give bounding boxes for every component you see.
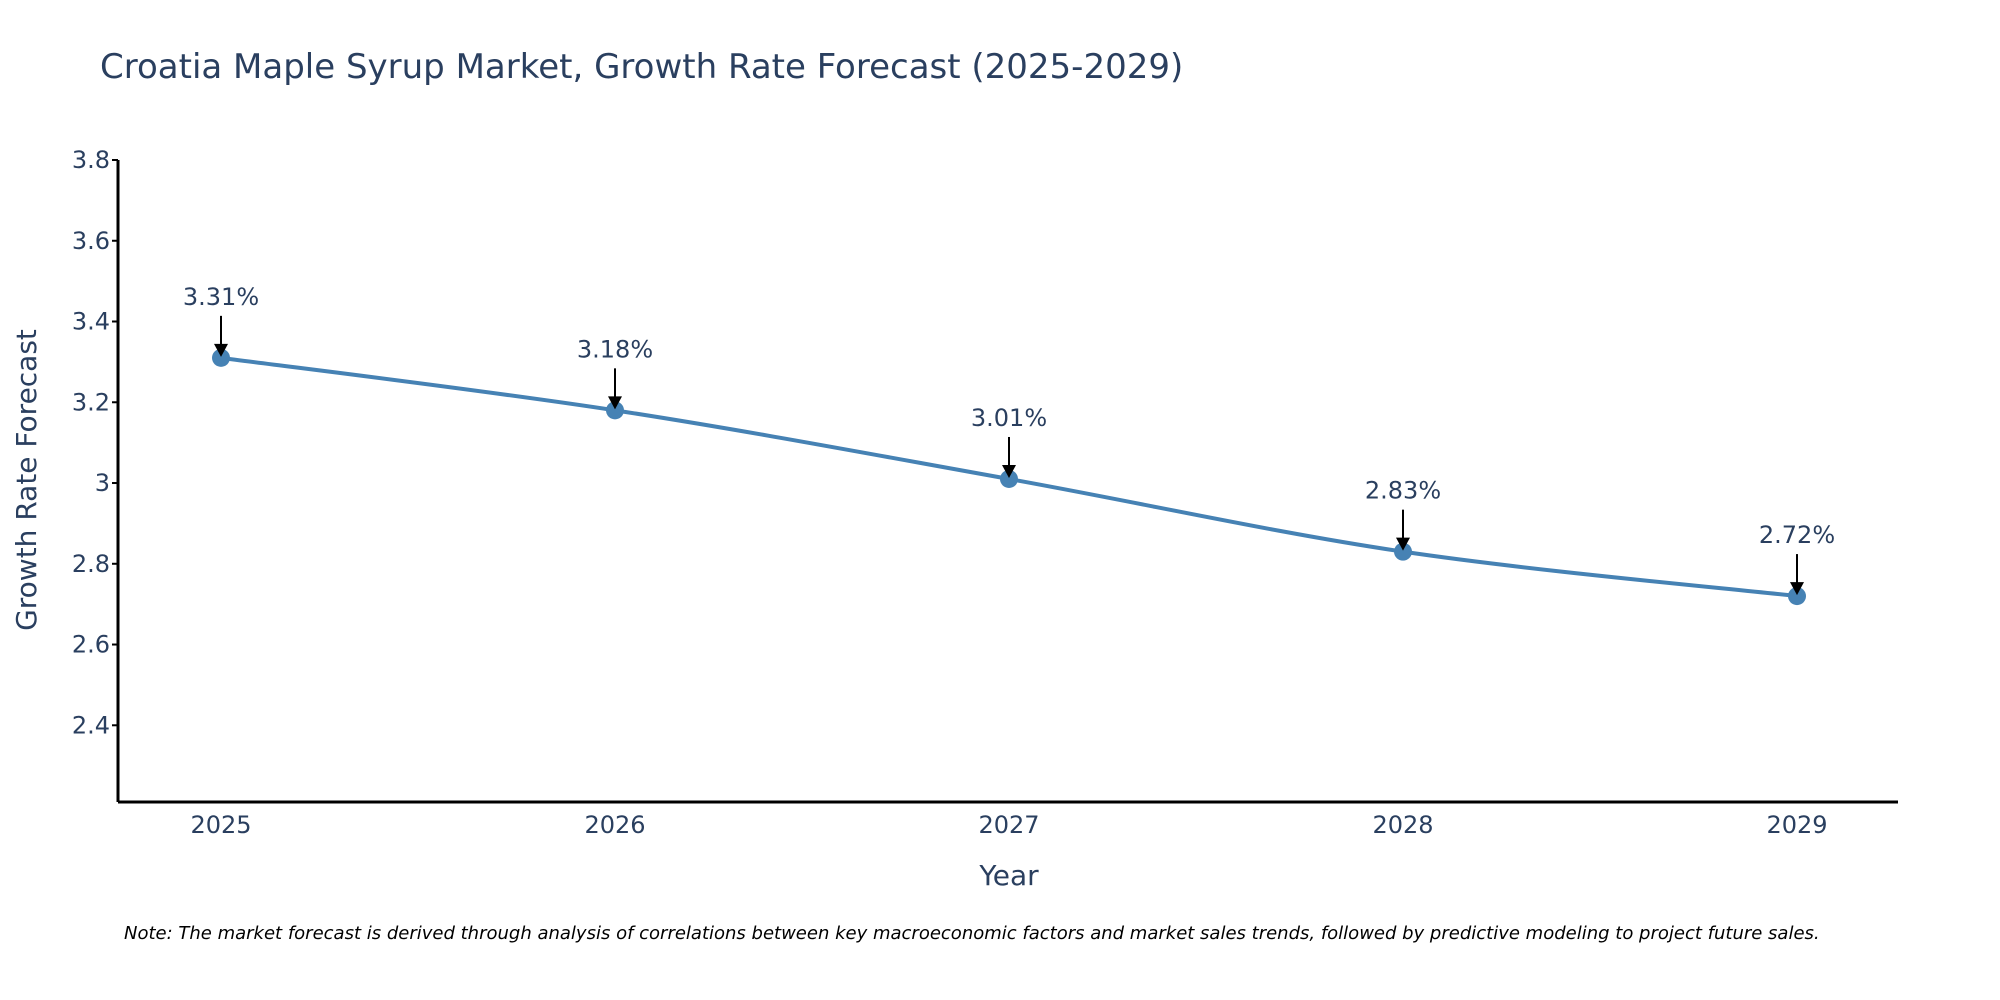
footnote: Note: The market forecast is derived thr… [124,923,1820,944]
y-tick-label: 2.4 [72,711,110,739]
x-tick-label: 2026 [584,811,645,839]
data-label-annotations: 3.31% 3.18% 3.01% 2.83% 2.72% [183,283,1835,596]
data-label-2028: 2.83% [1365,477,1441,505]
annotation-arrow-head [608,396,622,410]
data-point-2026 [606,401,624,420]
x-axis-title: Year [978,859,1039,892]
data-point-2028 [1394,542,1412,561]
y-tick-label: 3.6 [72,227,110,255]
annotation-arrow-head [214,343,228,357]
data-label-2025: 3.31% [183,283,259,311]
y-tick-label: 2.6 [72,631,110,659]
y-tick-label: 3.8 [72,146,110,174]
annotation-arrow-head [1790,582,1804,596]
y-tick-label: 3.2 [72,388,110,416]
y-axis-ticks: 2.4 2.6 2.8 3 3.2 3.4 3.6 3.8 [72,146,118,739]
x-tick-label: 2027 [978,811,1039,839]
chart-title: Croatia Maple Syrup Market, Growth Rate … [100,47,1183,87]
x-tick-label: 2025 [190,811,251,839]
data-label-2029: 2.72% [1759,521,1835,549]
annotation-arrow-head [1002,464,1016,478]
y-axis-title: Growth Rate Forecast [10,329,43,631]
data-point-2029 [1788,587,1806,606]
y-tick-label: 3 [95,469,110,497]
data-label-2027: 3.01% [971,404,1047,432]
y-tick-label: 3.4 [72,308,110,336]
data-points [212,348,1806,606]
x-axis-ticks: 2025 2026 2027 2028 2029 [190,811,1827,839]
data-point-2025 [212,348,230,367]
data-label-2026: 3.18% [577,335,653,363]
x-tick-label: 2029 [1766,811,1827,839]
y-tick-label: 2.8 [72,550,110,578]
data-point-2027 [1000,469,1018,488]
annotation-arrow-head [1396,537,1410,551]
x-tick-label: 2028 [1372,811,1433,839]
